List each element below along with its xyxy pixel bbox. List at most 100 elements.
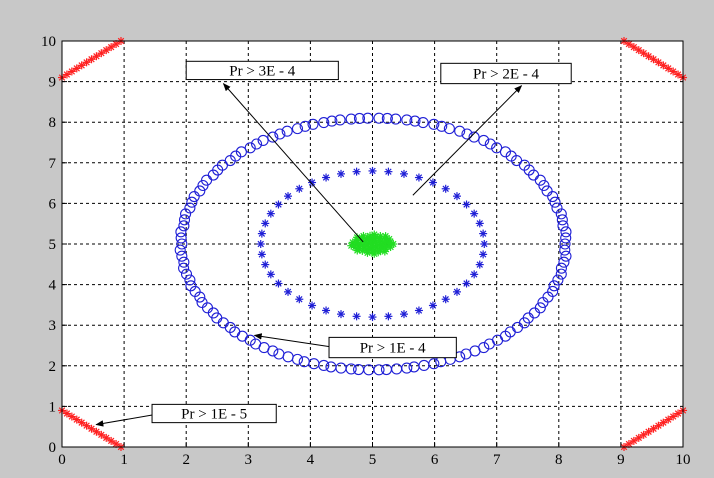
asterisk-stroke [385,168,392,175]
outer-ring-point [194,291,206,303]
asterisk-stroke [98,49,105,57]
outer-ring-point [548,280,560,292]
annotations: Pr > 3E - 4 Pr > 2E - 4 Pr > 1E - 4 Pr > 1E… [95,60,572,427]
inner-ring-point [274,200,283,209]
inner-ring-point [452,287,461,296]
asterisk-stroke [63,410,71,417]
asterisk-stroke [369,167,376,175]
plot-area [58,37,687,451]
center-cluster-point [376,232,385,241]
outer-ring-point [557,220,569,232]
outer-ring-point [534,302,546,314]
asterisk-stroke [337,170,345,178]
asterisk-stroke [308,179,316,186]
asterisk-stroke [78,419,85,426]
y-tick-label: 10 [41,34,56,50]
outer-ring-point [555,268,567,280]
outer-ring-point [175,226,187,238]
outer-ring-point [184,202,196,214]
corner-point [67,412,76,421]
asterisk-stroke [476,220,483,227]
outer-ring-point [547,285,559,298]
inner-ring-point [368,313,377,322]
inner-ring-point [452,192,461,201]
asterisk-stroke [382,232,389,240]
y-tick-label: 0 [49,440,57,456]
outer-ring-point [461,128,473,140]
asterisk-stroke [262,220,269,227]
outer-ring-point [552,274,564,286]
center-cluster-point [381,232,390,241]
outer-ring-point [274,128,286,140]
asterisk-stroke [98,431,105,439]
asterisk-stroke [481,240,488,248]
asterisk-stroke [63,71,71,78]
asterisk-stroke [107,437,115,445]
outer-ring-point [235,146,247,158]
y-tick-label: 1 [49,399,57,415]
corner-point [664,64,673,73]
inner-ring-point [399,169,408,178]
annotation-box [185,60,339,81]
tick-labels: 0 1 2 3 4 5 6 7 8 9 10 0 1 2 3 4 5 6 7 8 9 10 [41,34,691,468]
asterisk-stroke [640,49,647,57]
inner-ring-point [441,295,450,304]
outer-ring-point [551,202,563,214]
outer-ring-point [478,134,490,146]
x-tick-label: 8 [555,452,563,468]
asterisk-stroke [655,59,662,66]
x-tick-label: 10 [676,452,691,468]
asterisk-stroke [645,428,652,435]
center-cluster-point [370,249,379,258]
y-tick-label: 7 [49,156,57,172]
asterisk-stroke [479,251,487,258]
asterisk-stroke [400,310,408,318]
y-tick-label: 8 [49,115,57,131]
corner-point [669,67,678,76]
outer-ring-point [478,342,490,354]
outer-ring-point [499,146,512,158]
asterisk-stroke [296,185,303,192]
outer-ring-point [334,114,346,126]
outer-ring-point [559,244,571,256]
asterisk-stroke [73,416,80,423]
center-cluster-point [389,240,398,249]
inner-ring-point [352,167,361,176]
asterisk-stroke [660,62,667,69]
corner-point [624,40,633,49]
asterisk-stroke [371,250,378,258]
center-cluster-point [370,230,379,239]
asterisk-stroke [665,416,672,423]
asterisk-stroke [267,271,275,278]
outer-ring-point [417,117,429,129]
asterisk-stroke [284,192,292,200]
outer-ring-point [560,250,572,262]
asterisk-stroke [308,302,316,309]
outer-ring-point [345,363,357,375]
annotation-box [151,403,277,424]
outer-ring-point [326,115,338,127]
asterisk-stroke [625,440,633,448]
outer-ring-point [362,112,374,124]
outer-ring-point [267,345,279,357]
asterisk-stroke [93,53,100,60]
asterisk-stroke [284,288,292,296]
x-tick-label: 7 [493,452,501,468]
inner-ring-point [261,219,270,228]
outer-ring-point [559,238,571,250]
x-tick-label: 5 [369,452,377,468]
outer-ring-point [373,112,385,124]
outer-ring-point [484,138,496,150]
outer-ring-point [185,280,197,292]
asterisk-stroke [625,40,633,48]
inner-ring-point [257,250,266,259]
annotation-arrow [95,414,156,427]
asterisk-stroke [377,232,384,240]
x-tick-label: 1 [120,452,128,468]
outer-ring-point [505,150,517,162]
asterisk-stroke [655,422,662,429]
center-cluster-point [363,248,372,257]
inner-ring-point [256,240,265,248]
x-tick-label: 9 [617,452,625,468]
